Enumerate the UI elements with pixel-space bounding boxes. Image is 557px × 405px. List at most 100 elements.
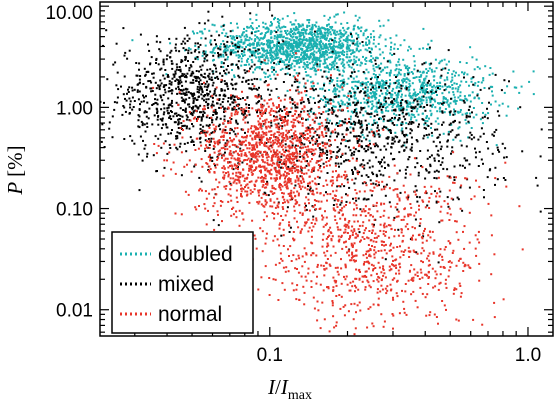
data-point — [283, 181, 286, 184]
data-point — [416, 103, 419, 106]
data-point — [429, 109, 432, 112]
data-point — [328, 99, 331, 102]
data-point — [192, 105, 195, 108]
data-point — [170, 83, 173, 86]
data-point — [325, 49, 327, 52]
data-point — [427, 43, 430, 46]
data-point — [282, 35, 285, 38]
data-point — [144, 144, 147, 147]
data-point — [366, 93, 369, 96]
data-point — [437, 136, 440, 139]
data-point — [380, 103, 383, 106]
data-point — [333, 64, 336, 67]
data-point — [430, 131, 433, 134]
data-point — [421, 85, 424, 88]
data-point — [321, 141, 324, 144]
data-point — [331, 39, 334, 42]
data-point — [477, 165, 480, 167]
data-point — [257, 37, 260, 40]
data-point — [353, 58, 356, 61]
data-point — [165, 58, 168, 61]
data-point — [219, 53, 222, 56]
data-point — [346, 50, 349, 53]
data-point — [276, 162, 279, 165]
data-point — [226, 107, 229, 110]
data-point — [389, 52, 392, 55]
data-point — [145, 86, 148, 89]
data-point — [385, 126, 388, 129]
data-point — [189, 64, 192, 67]
data-point — [155, 57, 158, 60]
data-point — [397, 93, 400, 96]
data-point — [305, 172, 308, 175]
data-point — [211, 121, 214, 124]
data-point — [296, 152, 299, 155]
data-point — [201, 32, 204, 35]
data-point — [222, 66, 225, 68]
data-point — [388, 74, 391, 77]
data-point — [252, 46, 255, 49]
data-point — [199, 127, 202, 130]
data-point — [159, 118, 162, 121]
data-point — [370, 76, 373, 79]
data-point — [378, 73, 381, 76]
data-point — [186, 88, 189, 91]
data-point — [366, 162, 369, 165]
data-point — [228, 153, 231, 156]
data-point — [463, 95, 466, 98]
data-point — [382, 87, 385, 90]
data-point — [319, 122, 321, 125]
data-point — [426, 124, 429, 127]
data-point — [371, 100, 374, 103]
data-point — [442, 132, 445, 135]
data-point — [323, 36, 326, 39]
data-point — [394, 135, 397, 138]
data-point — [508, 80, 510, 83]
data-point — [265, 183, 267, 185]
data-point — [244, 186, 246, 188]
data-point — [151, 90, 154, 92]
data-point — [388, 85, 391, 88]
data-point — [288, 181, 291, 184]
data-point — [386, 93, 389, 96]
data-point — [380, 165, 383, 168]
data-point — [174, 80, 177, 82]
data-point — [248, 147, 251, 150]
data-point — [528, 80, 531, 83]
data-point — [357, 34, 360, 36]
data-point — [343, 160, 345, 163]
data-point — [339, 86, 342, 89]
data-point — [223, 80, 226, 83]
data-point — [155, 152, 158, 155]
data-point — [329, 45, 331, 48]
data-point — [248, 201, 251, 204]
data-point — [204, 108, 206, 111]
data-point — [270, 134, 273, 136]
data-point — [250, 59, 253, 61]
data-point — [218, 149, 221, 152]
data-point — [229, 188, 232, 191]
data-point — [258, 155, 261, 158]
data-point — [166, 152, 169, 155]
data-point — [233, 96, 236, 98]
data-point — [250, 127, 252, 130]
data-point — [285, 112, 287, 115]
data-point — [369, 100, 372, 103]
data-point — [180, 128, 183, 130]
data-point — [184, 109, 187, 112]
data-point — [324, 146, 327, 149]
data-point — [273, 44, 276, 46]
data-point — [216, 155, 219, 158]
data-point — [261, 55, 263, 58]
data-point — [308, 101, 311, 104]
data-point — [230, 94, 232, 97]
data-point — [463, 71, 466, 74]
data-point — [444, 84, 447, 87]
data-point — [246, 44, 249, 47]
data-point — [413, 107, 416, 110]
data-point — [316, 57, 319, 59]
data-point — [434, 128, 437, 131]
data-point — [415, 119, 418, 122]
data-point — [258, 25, 260, 28]
data-point — [308, 56, 311, 59]
